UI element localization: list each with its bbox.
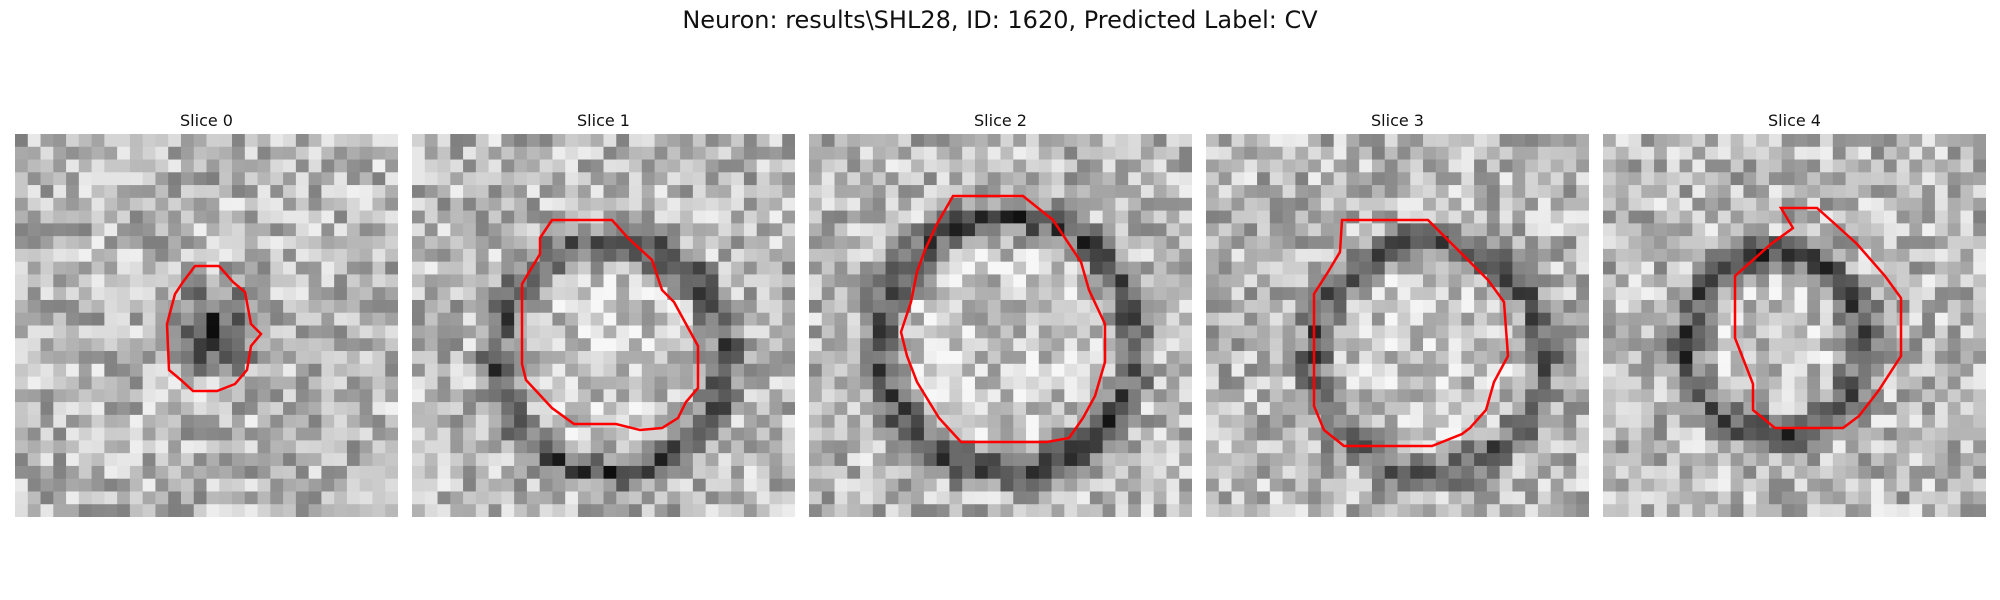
slice-panel-3: Slice 3 <box>1206 108 1589 517</box>
slice-title-1: Slice 1 <box>577 111 630 130</box>
slice-image-1 <box>412 134 795 517</box>
slice-panel-2: Slice 2 <box>809 108 1192 517</box>
slice-image-4 <box>1603 134 1986 517</box>
slice-image-0 <box>15 134 398 517</box>
slice-title-2: Slice 2 <box>974 111 1027 130</box>
slice-image-3 <box>1206 134 1589 517</box>
figure-title: Neuron: results\SHL28, ID: 1620, Predict… <box>682 6 1318 34</box>
slice-panel-4: Slice 4 <box>1603 108 1986 517</box>
slice-title-0: Slice 0 <box>180 111 233 130</box>
slice-image-2 <box>809 134 1192 517</box>
slice-title-3: Slice 3 <box>1371 111 1424 130</box>
slice-panel-1: Slice 1 <box>412 108 795 517</box>
slice-title-4: Slice 4 <box>1768 111 1821 130</box>
slice-panel-0: Slice 0 <box>15 108 398 517</box>
